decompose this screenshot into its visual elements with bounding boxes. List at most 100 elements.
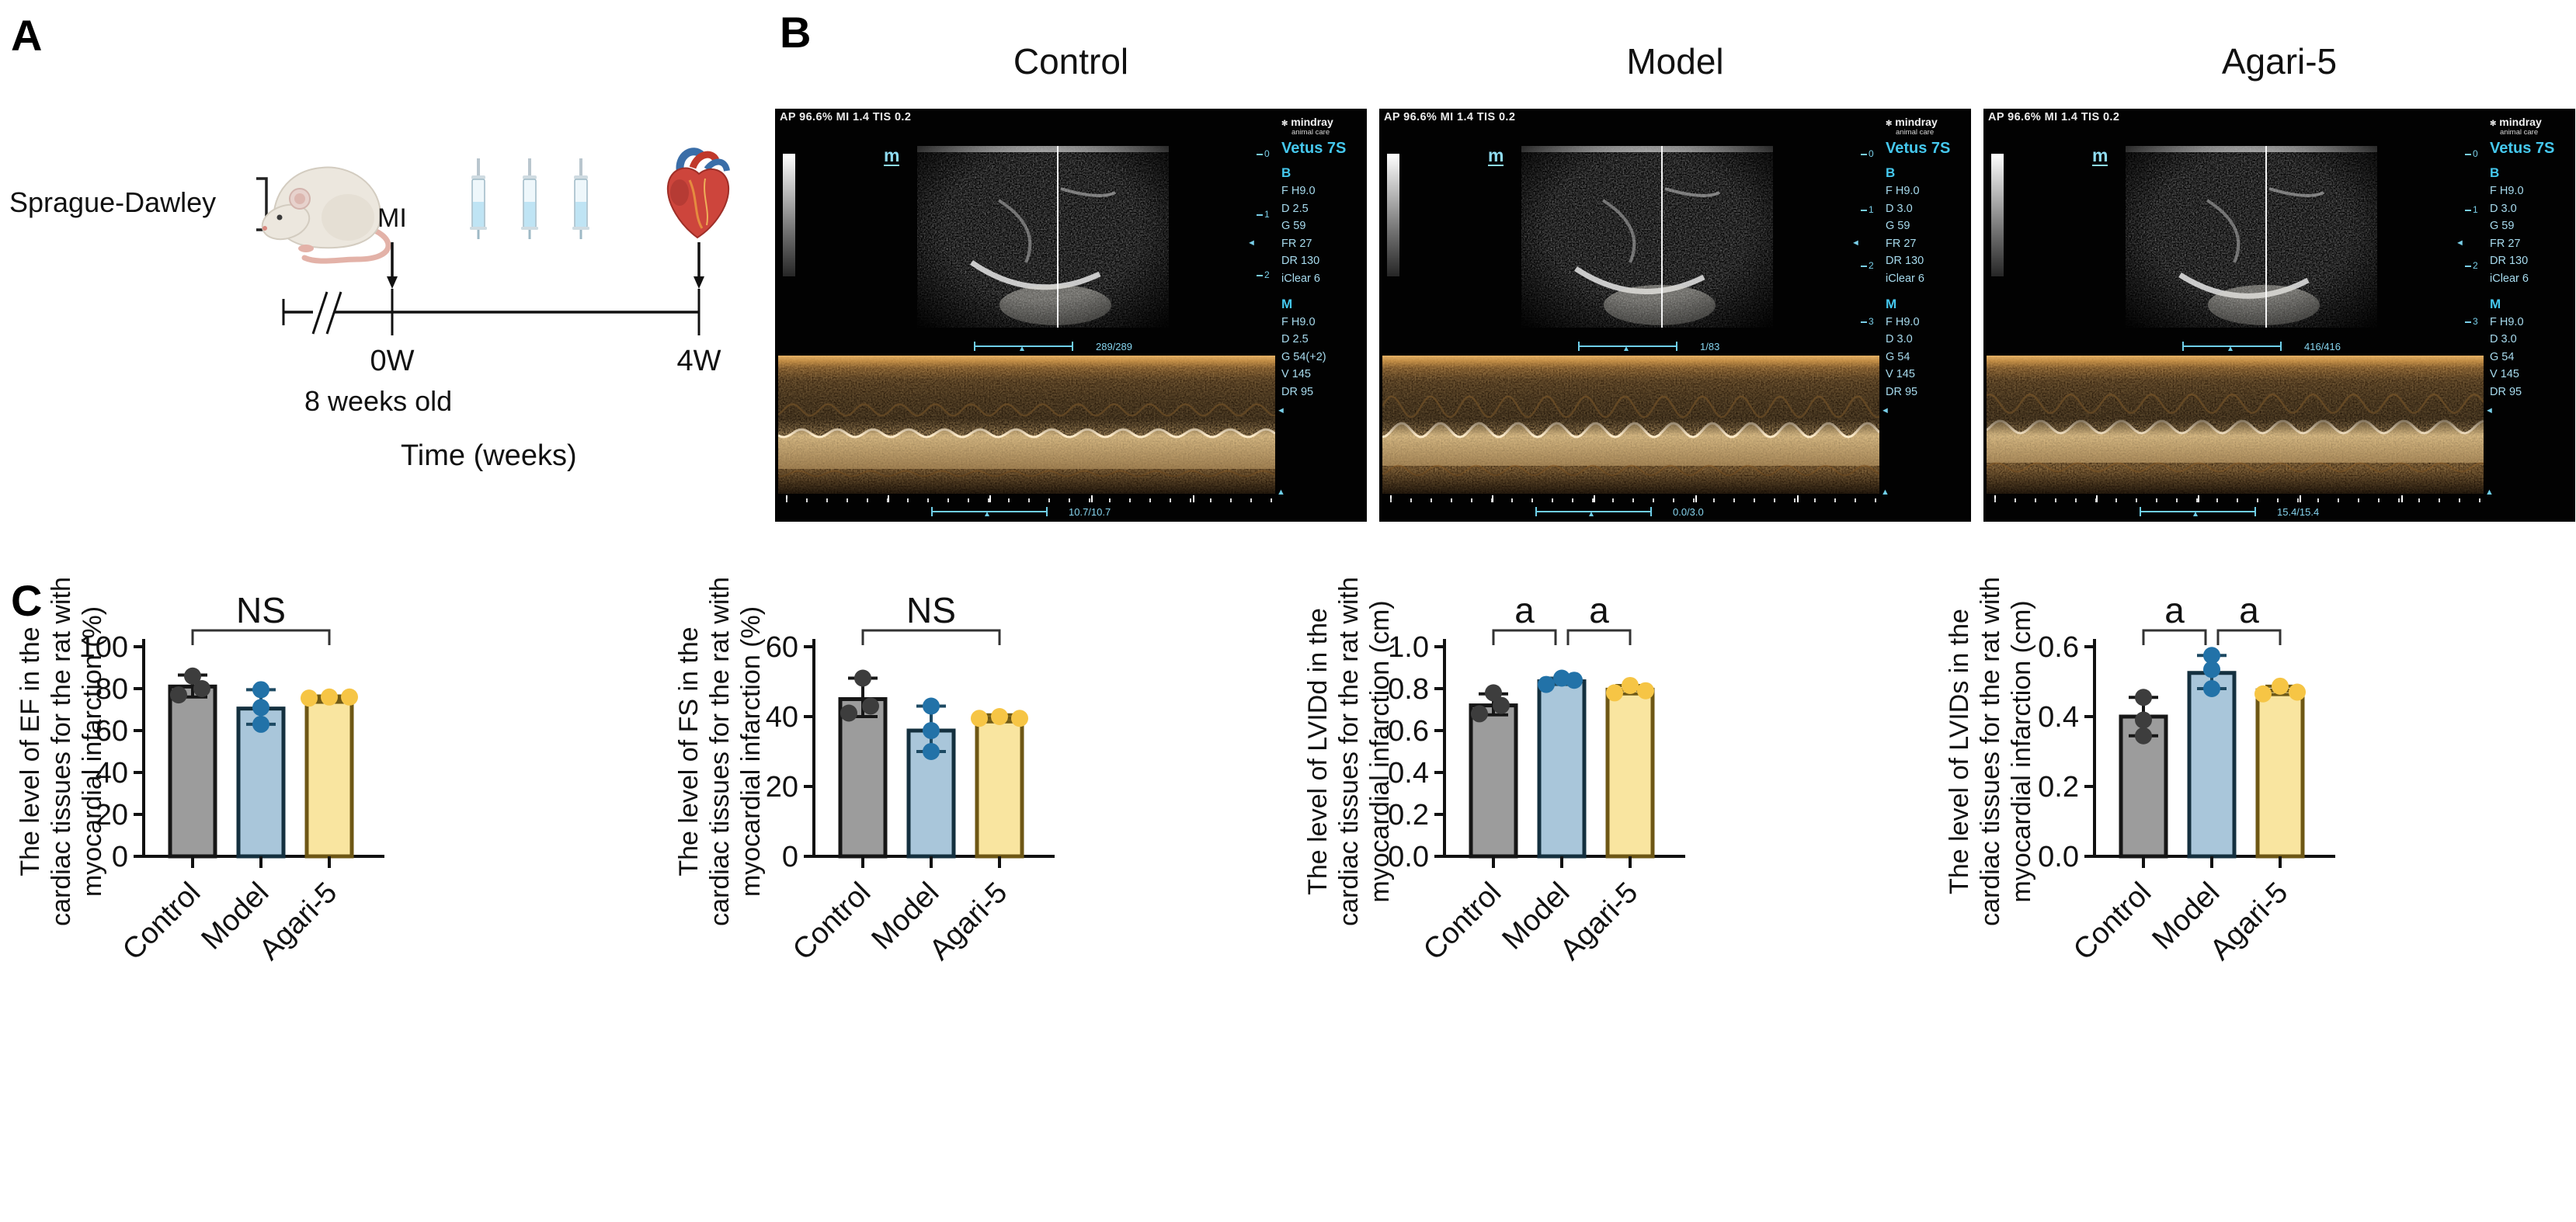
depth-number: 3 [1869,316,1874,327]
significance-bracket [1492,629,1557,645]
bar [975,716,1024,859]
ultrasound-panel-model: AP 96.6% MI 1.4 TIS 0.2 m 0 1 2 3 ◄ 1/83 ◄ ▲ 0.0/3… [1379,109,1971,522]
significance-bracket [2142,629,2207,645]
data-point [1566,672,1583,689]
data-point [2254,685,2272,703]
data-point [301,689,318,707]
data-point [341,688,358,706]
depth-mark: 2 [2465,261,2478,270]
data-point [1606,684,1623,702]
spacer [1886,287,1968,295]
y-axis-label-line: The level of EF in the [16,627,45,876]
significance-bracket [1566,629,1632,645]
category-label: Agari-5 [1554,877,1644,967]
setting-value: D 3.0 [1886,333,1913,346]
focus-arrow-icon: ◄ [1851,238,1860,248]
depth-mark: 3 [1861,317,1874,326]
bar [1469,703,1518,859]
sweep-counter: 15.4/15.4 [2139,504,2395,519]
category-label: Control [1417,877,1507,967]
depth-tick [2465,209,2471,211]
setting-value: F H9.0 [1281,315,1316,328]
data-point [252,715,269,733]
grayscale-calibration-bar [783,154,795,276]
setting-value: V 145 [1886,368,1915,381]
y-tick-label: 40 [96,757,128,790]
m-mode-shading [778,356,1275,494]
device-name: Vetus 7S [1281,140,1347,158]
significance-label: NS [906,590,956,630]
data-point [2203,661,2220,679]
focus-arrow-icon: ◄ [2456,238,2464,248]
mode-label: B [1281,165,1291,181]
depth-tick [2465,153,2471,155]
category-label: Agari-5 [2204,877,2294,967]
significance-bracket [2216,629,2282,645]
scan-header: AP 96.6% MI 1.4 TIS 0.2 [1988,111,2120,123]
y-axis-label-line: cardiac tissues for the rat with [47,577,76,926]
m-cursor-marker: m [2092,145,2108,167]
depth-mark: 0 [1257,149,1270,158]
mi-arrow [387,242,398,289]
significance-label: a [1589,590,1609,630]
data-point [1011,710,1028,727]
data-point [923,722,940,739]
frame-counter: 289/289 [973,338,1206,354]
brand-name: mindray [1895,116,1938,128]
frame-counter-value: 1/83 [1700,340,1720,352]
data-point [252,681,269,699]
mindray-logo: ✻ mindray [1886,116,1968,128]
b-mode-image [2126,146,2377,328]
y-tick-label: 0 [112,841,128,873]
y-tick-label: 0.0 [2038,841,2079,873]
depth-mark: 3 [2465,317,2478,326]
depth-mark: 2 [1861,261,1874,270]
scan-title: Agari-5 [2221,41,2338,82]
setting-value: D 2.5 [1281,202,1309,215]
depth-tick [2465,321,2471,323]
brand-subtitle: animal care [1896,128,1935,137]
depth-tick [1257,153,1263,155]
panel-a-label: A [11,11,43,60]
depth-number: 0 [1264,148,1270,159]
setting-value: DR 130 [1281,255,1320,268]
y-axis-label-line: cardiac tissues for the rat with [1976,577,2005,926]
time-ruler [786,495,1274,502]
setting-value: G 54(+2) [1281,350,1326,363]
m-cursor-marker: m [884,145,900,167]
y-tick-label: 20 [96,799,128,831]
brand-name: mindray [1291,116,1333,128]
panel-b-label: B [780,8,812,57]
y-tick-label: 0.6 [1388,715,1429,748]
y-axis-label-line: myocardial infarction (cm) [2007,600,2036,902]
y-axis-label-line: cardiac tissues for the rat with [705,577,735,926]
depth-number: 1 [1264,209,1270,220]
data-point [923,697,940,715]
scan-header: AP 96.6% MI 1.4 TIS 0.2 [1384,111,1516,123]
sweep-counter: 10.7/10.7 [930,504,1187,519]
panel-c-label: C [11,576,43,625]
setting-value: G 54 [2490,350,2515,363]
time-axis-label: Time (weeks) [401,439,577,472]
y-axis-label-line: myocardial infarction (%) [736,606,766,897]
timeline-end-label: 4W [676,345,721,377]
spacer [1281,287,1364,295]
m-mode-depth-arrow: ◄ [1881,406,1889,415]
brand-subtitle: animal care [2500,128,2539,137]
depth-number: 1 [2473,204,2478,215]
device-name: Vetus 7S [1886,140,1951,158]
depth-mark: 0 [2465,149,2478,158]
data-point [170,686,187,704]
significance-label: NS [236,590,286,630]
y-axis-label-line: The level of FS in the [674,627,704,876]
settings-column: ✻ mindray animal care Vetus 7S B F H9.0 D 3.0… [1886,116,1968,401]
rat-illustration [261,166,391,264]
depth-tick [1861,209,1867,211]
brand-subtitle: animal care [1291,128,1330,137]
scan-title: Model [1626,41,1724,82]
mode-label: M [2490,297,2501,311]
mode-label: M [1886,297,1897,311]
setting-value: D 3.0 [1886,202,1913,215]
significance-label: a [1514,590,1535,630]
